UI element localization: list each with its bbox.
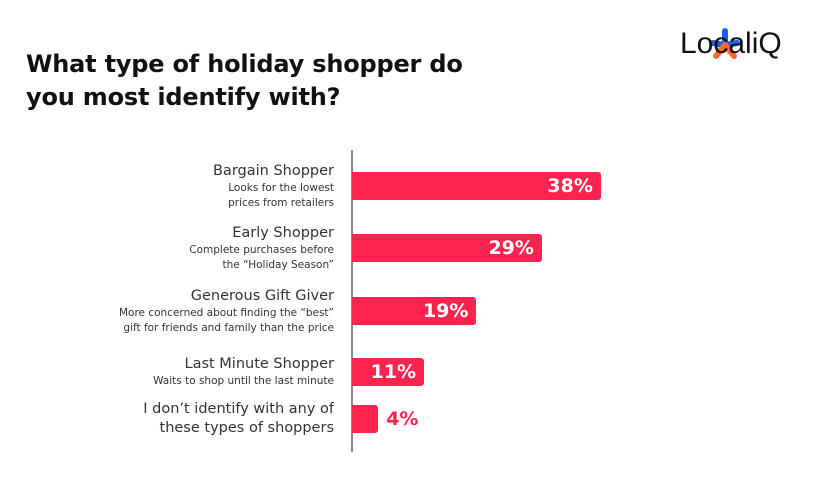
category-name: Early Shopper [232,224,334,241]
bar [352,172,601,200]
value-label: 29% [488,237,534,259]
brand: LocaliQ [680,27,782,60]
value-label: 19% [422,300,469,322]
logo-icon [710,28,740,59]
category-label: Generous Gift Giver More concerned about … [119,287,334,336]
category-label: Last Minute Shopper Waits to shop until t… [153,355,334,389]
bar [352,234,542,262]
axis-line [351,150,353,452]
category-description: prices from retailers [228,196,334,209]
category-name: Last Minute Shopper [184,356,334,372]
category-description: the “Holiday Season” [222,258,334,271]
bar [352,405,379,433]
category-description: gift for friends and family than the pri… [123,321,334,334]
category-description: Waits to shop until the last minute [153,375,334,387]
value-label: 38% [547,175,593,197]
category-label: Early Shopper Complete purchases before th… [189,224,334,273]
bar [352,297,477,325]
bar [352,358,425,386]
chart-title: What type of holiday shopper do you most… [26,50,463,111]
category-label: I don’t identify with any of these types… [104,400,334,438]
category-description: More concerned about finding the “best” [118,306,334,319]
value-label: 11% [370,361,417,383]
category-description: Complete purchases before [189,243,334,256]
value-label: 4% [386,408,419,430]
category-name: I don’t identify with any of these types… [143,401,334,436]
category-name: Generous Gift Giver [190,287,334,304]
category-label: Bargain Shopper Looks for the lowest price… [213,162,334,211]
category-name: Bargain Shopper [212,162,334,179]
category-description: Looks for the lowest [228,181,334,194]
